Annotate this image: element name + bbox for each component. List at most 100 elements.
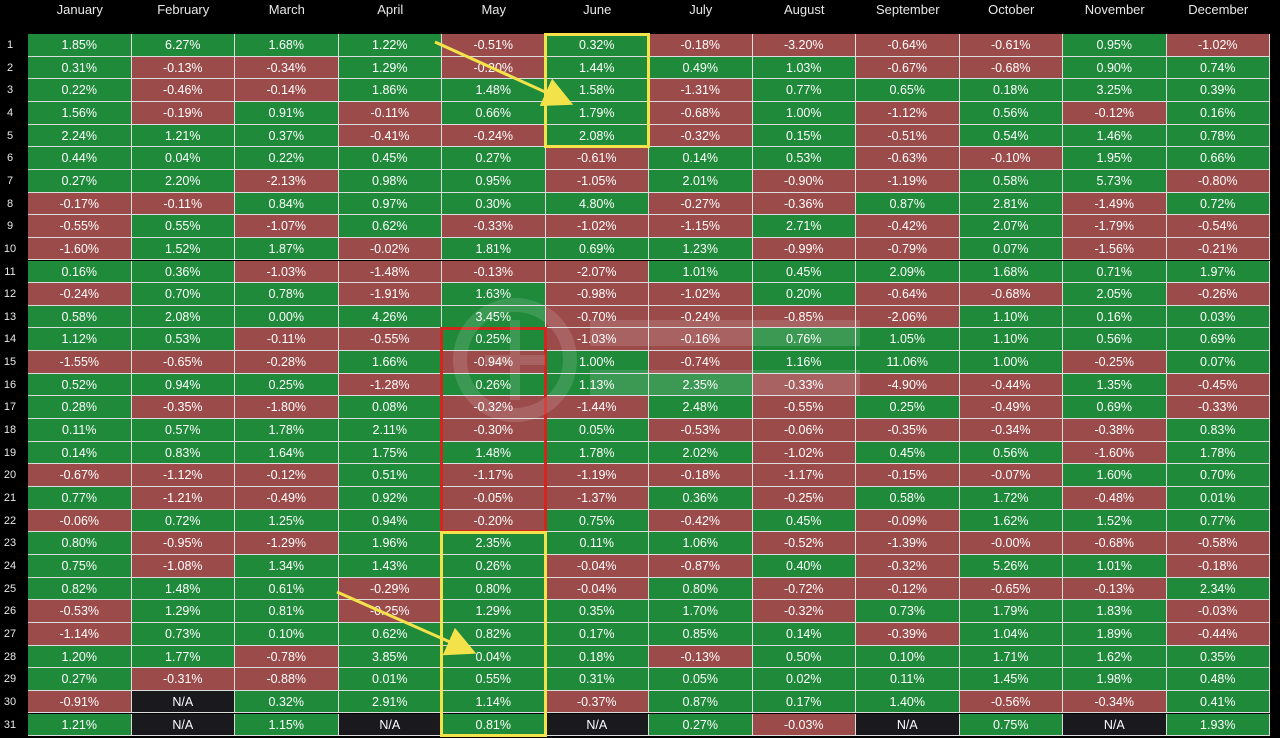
heatmap-cell: -0.80% (1166, 169, 1270, 193)
column-header-september: September (875, 2, 940, 17)
heatmap-cell: -1.21% (131, 487, 235, 510)
heatmap-cell: 0.97% (338, 192, 442, 216)
heatmap-cell: 0.27% (442, 147, 546, 170)
heatmap-cell: 0.25% (856, 396, 960, 420)
heatmap-cell: -0.55% (752, 396, 856, 420)
heatmap-cell: 0.50% (752, 645, 856, 669)
heatmap-cell: 0.28% (28, 396, 132, 420)
heatmap-cell: -0.07% (959, 464, 1063, 487)
heatmap-cell: -0.34% (959, 419, 1063, 442)
heatmap-cell: 0.69% (1063, 396, 1167, 420)
heatmap-cell: 1.22% (338, 34, 442, 57)
heatmap-cell: 2.34% (1166, 577, 1270, 601)
heatmap-cell: -0.12% (235, 464, 339, 487)
heatmap-cell: 1.95% (1063, 147, 1167, 170)
heatmap-cell: 1.00% (545, 351, 649, 374)
heatmap-cell: -0.67% (28, 464, 132, 487)
heatmap-cell: 2.05% (1063, 283, 1167, 306)
heatmap-cell: 1.00% (752, 101, 856, 125)
row-label: 11 (4, 265, 16, 278)
row-label: 17 (3, 401, 17, 414)
heatmap-cell: 0.78% (1166, 124, 1270, 148)
heatmap-cell: 2.81% (959, 192, 1063, 216)
heatmap-cell: 1.77% (131, 645, 235, 669)
heatmap-cell: 2.71% (752, 215, 856, 238)
heatmap-cell: -0.98% (545, 283, 649, 306)
heatmap-cell: -0.18% (649, 34, 753, 57)
heatmap-cell: 11.06% (856, 351, 960, 374)
heatmap-cell: -1.31% (649, 79, 753, 102)
heatmap-cell: 3.25% (1063, 79, 1167, 102)
heatmap-cell: -1.37% (545, 487, 649, 510)
heatmap-cell: 1.48% (442, 441, 546, 465)
heatmap-cell: 0.61% (235, 577, 339, 601)
heatmap-cell: -0.52% (752, 532, 856, 555)
heatmap-cell: 0.69% (1166, 328, 1270, 352)
heatmap-cell: -0.45% (1166, 373, 1270, 397)
column-header-november: November (1084, 2, 1145, 17)
heatmap-cell: 0.18% (959, 79, 1063, 102)
heatmap-cell: -0.25% (1063, 351, 1167, 374)
heatmap-cell: -0.33% (752, 373, 856, 397)
heatmap-cell: 0.77% (1166, 509, 1270, 533)
heatmap-cell: -1.60% (28, 237, 132, 261)
heatmap-cell: 0.80% (442, 577, 546, 601)
heatmap-cell: -1.12% (131, 464, 235, 487)
heatmap-cell: -0.63% (856, 147, 960, 170)
heatmap-cell: 1.83% (1063, 600, 1167, 623)
heatmap-cell: -0.35% (131, 396, 235, 420)
heatmap-cell: -0.32% (442, 396, 546, 420)
row-label: 7 (6, 174, 14, 187)
row-label: 14 (3, 333, 17, 346)
heatmap-cell: 1.20% (28, 645, 132, 669)
heatmap-cell: 5.73% (1063, 169, 1167, 193)
heatmap-cell: 0.15% (752, 124, 856, 148)
heatmap-cell: 0.75% (28, 554, 132, 578)
heatmap-cell: -2.06% (856, 305, 960, 329)
heatmap-cell: 1.66% (338, 351, 442, 374)
heatmap-cell: -1.02% (545, 215, 649, 238)
heatmap-cell: -0.19% (131, 101, 235, 125)
heatmap-cell: 1.62% (1063, 645, 1167, 669)
heatmap-cell: 0.62% (338, 215, 442, 238)
row-label: 21 (3, 492, 17, 504)
heatmap-cell: -0.49% (959, 396, 1063, 420)
heatmap-cell: 1.72% (959, 487, 1063, 510)
heatmap-cell: 1.75% (338, 441, 442, 465)
heatmap-cell: -0.10% (959, 147, 1063, 170)
heatmap-cell: -0.12% (1063, 101, 1167, 125)
heatmap-cell: 0.90% (1063, 56, 1167, 80)
row-label: 25 (3, 582, 17, 595)
heatmap-cell: 1.64% (235, 441, 339, 465)
heatmap-cell: -1.14% (28, 622, 132, 646)
heatmap-cell: -0.11% (235, 328, 339, 352)
heatmap-cell: -0.74% (649, 351, 753, 374)
heatmap-cell: -0.51% (442, 34, 546, 57)
heatmap-cell: 0.56% (959, 441, 1063, 465)
heatmap-cell: -1.91% (338, 283, 442, 306)
heatmap-cell: -0.88% (235, 668, 339, 691)
heatmap-cell: 1.48% (442, 79, 546, 102)
heatmap-cell: -2.07% (545, 260, 649, 284)
heatmap-cell: -0.32% (649, 124, 753, 148)
heatmap-cell: 0.98% (338, 169, 442, 193)
heatmap-cell: 0.27% (28, 668, 132, 691)
heatmap-cell: -1.05% (545, 169, 649, 193)
heatmap-cell: -0.33% (1166, 396, 1270, 420)
column-header-february: February (157, 2, 210, 17)
heatmap-cell: -1.15% (649, 215, 753, 238)
heatmap-cell: -1.08% (131, 554, 235, 578)
heatmap-cell: 1.00% (959, 351, 1063, 374)
heatmap-cell: 0.77% (28, 487, 132, 510)
heatmap-cell: -0.09% (856, 509, 960, 533)
heatmap-cell: -0.26% (1166, 283, 1270, 306)
heatmap-cell: -0.94% (442, 351, 546, 374)
heatmap-cell: -0.65% (131, 351, 235, 374)
heatmap-cell: -0.68% (959, 283, 1063, 306)
heatmap-cell: -2.13% (235, 169, 339, 193)
heatmap-cell: -0.68% (649, 101, 753, 125)
heatmap-cell: -1.03% (545, 328, 649, 352)
heatmap-cell: -0.70% (545, 305, 649, 329)
heatmap-cell: 0.48% (1166, 668, 1270, 691)
heatmap-cell: 2.20% (131, 169, 235, 193)
